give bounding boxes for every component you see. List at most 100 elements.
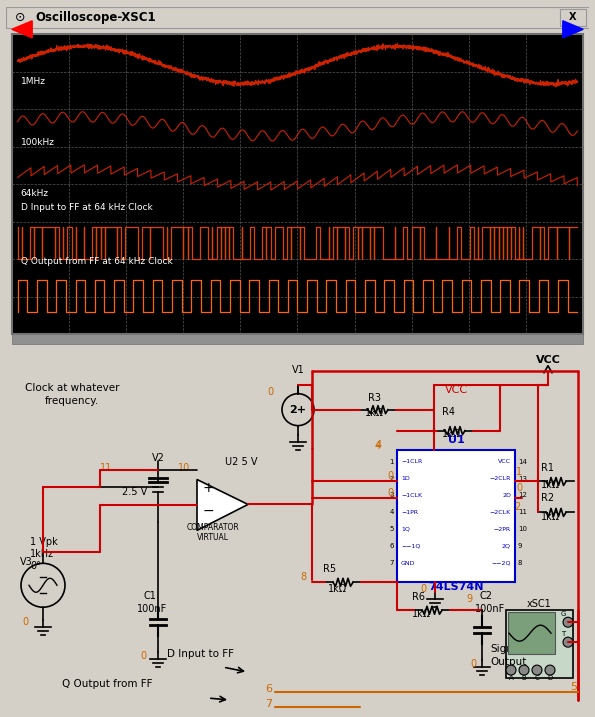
Text: −−2Q: −−2Q bbox=[491, 561, 511, 566]
Text: 1 Vpk: 1 Vpk bbox=[30, 537, 58, 547]
Text: COMPARATOR: COMPARATOR bbox=[187, 523, 239, 533]
Text: 0°: 0° bbox=[30, 561, 41, 571]
Text: −: − bbox=[202, 503, 214, 518]
Text: X: X bbox=[569, 12, 577, 22]
Text: A: A bbox=[509, 675, 513, 681]
Text: 74LS74N: 74LS74N bbox=[428, 582, 484, 592]
FancyBboxPatch shape bbox=[6, 7, 589, 27]
Text: 4: 4 bbox=[375, 440, 381, 450]
Text: C: C bbox=[535, 675, 540, 681]
Text: 1: 1 bbox=[390, 459, 394, 465]
Text: 1D: 1D bbox=[401, 476, 410, 481]
Text: D: D bbox=[547, 675, 553, 681]
Text: 13: 13 bbox=[518, 475, 527, 482]
Text: 1: 1 bbox=[516, 467, 522, 477]
Text: 0: 0 bbox=[516, 483, 522, 493]
Circle shape bbox=[545, 665, 555, 675]
Circle shape bbox=[506, 665, 516, 675]
Text: −−1Q: −−1Q bbox=[401, 544, 421, 549]
Polygon shape bbox=[12, 21, 32, 38]
Text: −1CLK: −1CLK bbox=[401, 493, 422, 498]
Text: V2: V2 bbox=[152, 452, 164, 462]
Text: Signal: Signal bbox=[490, 644, 522, 654]
Text: 2D: 2D bbox=[502, 493, 511, 498]
Text: 2.5 V: 2.5 V bbox=[122, 488, 147, 498]
Text: 8: 8 bbox=[518, 560, 522, 566]
Text: R1: R1 bbox=[541, 462, 554, 473]
Text: 0: 0 bbox=[420, 584, 426, 594]
Text: 1kΩ: 1kΩ bbox=[328, 584, 347, 594]
Text: 64kHz: 64kHz bbox=[20, 189, 49, 198]
Text: VIRTUAL: VIRTUAL bbox=[197, 533, 229, 542]
Text: Oscilloscope-XSC1: Oscilloscope-XSC1 bbox=[35, 11, 156, 24]
Circle shape bbox=[563, 637, 573, 647]
Text: 1kΩ: 1kΩ bbox=[365, 408, 384, 417]
Text: 0: 0 bbox=[387, 472, 393, 482]
Text: 0: 0 bbox=[470, 659, 476, 669]
Text: VCC: VCC bbox=[498, 459, 511, 464]
FancyBboxPatch shape bbox=[12, 34, 583, 334]
Text: 2: 2 bbox=[514, 503, 520, 513]
Text: −1PR: −1PR bbox=[401, 510, 418, 515]
Text: −1CLR: −1CLR bbox=[401, 459, 422, 464]
Text: 100nF: 100nF bbox=[475, 604, 505, 614]
Text: 6: 6 bbox=[265, 684, 272, 694]
Text: 0: 0 bbox=[22, 617, 28, 627]
Text: 11: 11 bbox=[518, 510, 527, 516]
Text: 0: 0 bbox=[387, 488, 393, 498]
Text: 0: 0 bbox=[267, 386, 273, 397]
Text: 100nF: 100nF bbox=[137, 604, 167, 614]
Text: B: B bbox=[522, 675, 527, 681]
Text: 3: 3 bbox=[390, 493, 394, 498]
Circle shape bbox=[532, 665, 542, 675]
Text: 5: 5 bbox=[390, 526, 394, 533]
Text: Q Output from FF at 64 kHz Clock: Q Output from FF at 64 kHz Clock bbox=[20, 257, 173, 266]
Circle shape bbox=[519, 665, 529, 675]
Text: C2: C2 bbox=[480, 592, 493, 602]
Text: 9: 9 bbox=[466, 594, 472, 604]
Text: 9: 9 bbox=[518, 543, 522, 549]
Text: frequency.: frequency. bbox=[45, 396, 99, 406]
Polygon shape bbox=[563, 21, 583, 38]
Text: 2+: 2+ bbox=[290, 404, 306, 414]
Text: −2CLK: −2CLK bbox=[490, 510, 511, 515]
Text: 2: 2 bbox=[390, 475, 394, 482]
Text: 1kHz: 1kHz bbox=[30, 549, 54, 559]
Text: R5: R5 bbox=[323, 564, 336, 574]
Text: U1: U1 bbox=[447, 435, 464, 445]
Text: 6: 6 bbox=[390, 543, 394, 549]
Text: D Input to FF at 64 kHz Clock: D Input to FF at 64 kHz Clock bbox=[20, 203, 152, 212]
Text: ⊙: ⊙ bbox=[15, 11, 25, 24]
Text: 1MHz: 1MHz bbox=[20, 77, 46, 86]
Text: V1: V1 bbox=[292, 365, 305, 375]
Text: 11: 11 bbox=[100, 462, 112, 473]
Text: D Input to FF: D Input to FF bbox=[167, 649, 234, 659]
Text: R4: R4 bbox=[442, 407, 455, 417]
Text: 1Q: 1Q bbox=[401, 527, 410, 532]
Text: U2 5 V: U2 5 V bbox=[225, 457, 258, 467]
Text: R3: R3 bbox=[368, 393, 381, 403]
FancyBboxPatch shape bbox=[397, 450, 515, 582]
Text: 2Q: 2Q bbox=[502, 544, 511, 549]
Text: 1kΩ: 1kΩ bbox=[412, 609, 431, 619]
Text: R6: R6 bbox=[412, 592, 425, 602]
Text: VCC: VCC bbox=[536, 355, 560, 365]
Text: xSC1: xSC1 bbox=[527, 599, 552, 609]
Text: 7: 7 bbox=[390, 560, 394, 566]
Text: G: G bbox=[561, 611, 566, 617]
Text: 4: 4 bbox=[390, 510, 394, 516]
Text: 7: 7 bbox=[265, 699, 272, 709]
Text: Q Output from FF: Q Output from FF bbox=[62, 679, 152, 689]
FancyBboxPatch shape bbox=[560, 9, 586, 26]
FancyBboxPatch shape bbox=[506, 610, 573, 678]
Text: 10: 10 bbox=[178, 462, 190, 473]
Polygon shape bbox=[197, 480, 248, 531]
Text: −2PR: −2PR bbox=[494, 527, 511, 532]
Text: Clock at whatever: Clock at whatever bbox=[25, 383, 119, 393]
Text: 100kHz: 100kHz bbox=[20, 138, 55, 147]
Text: 0: 0 bbox=[140, 651, 146, 661]
Text: 4: 4 bbox=[376, 440, 382, 450]
FancyBboxPatch shape bbox=[508, 612, 555, 654]
Text: 12: 12 bbox=[518, 493, 527, 498]
FancyBboxPatch shape bbox=[12, 334, 583, 344]
